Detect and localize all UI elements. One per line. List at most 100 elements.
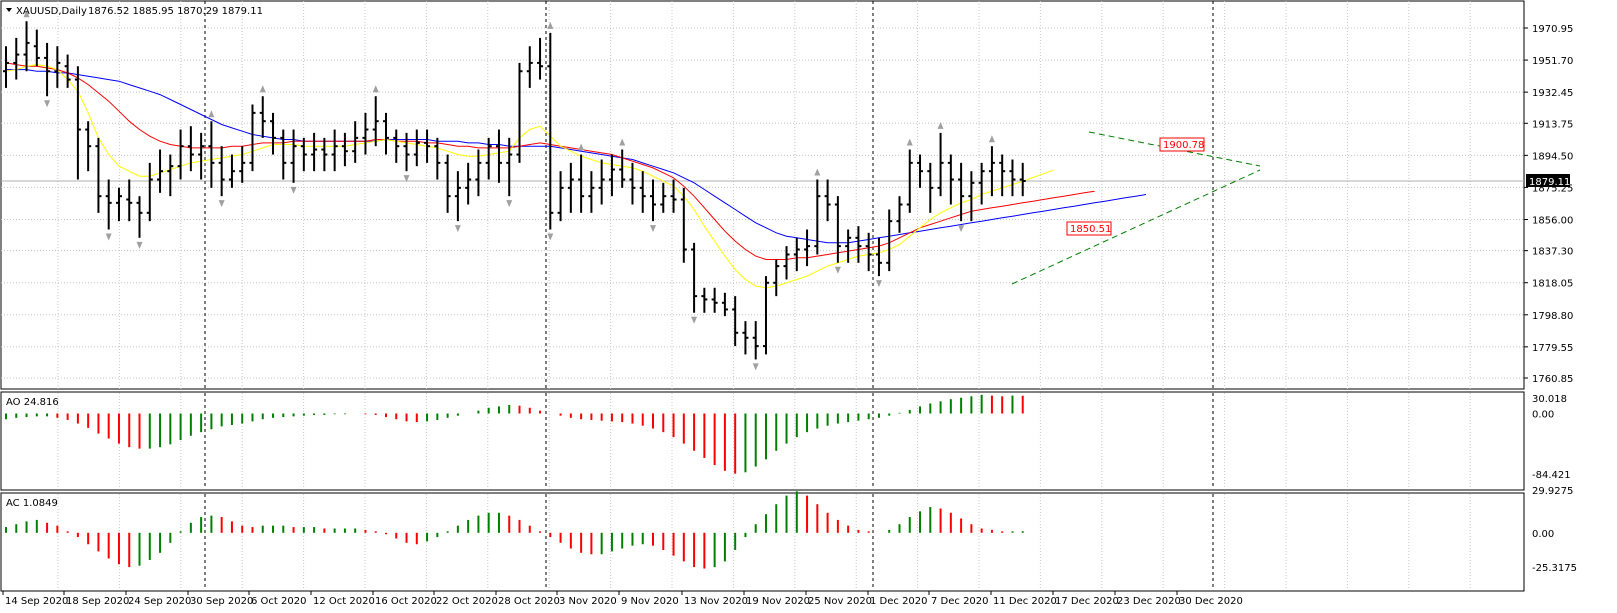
price-tick-label: 1856.00 (1532, 215, 1573, 226)
price-bar (886, 209, 893, 272)
price-bar (629, 162, 636, 205)
price-bar (311, 132, 318, 172)
grid (1, 1, 1524, 590)
price-bar (270, 112, 277, 155)
price-bar (896, 196, 903, 233)
price-bar (290, 129, 297, 183)
fractal-down-icon (958, 225, 965, 233)
price-bar (814, 179, 821, 255)
price-bar (424, 129, 431, 163)
price-bar (968, 171, 975, 222)
ac-title: AC 1.0849 (6, 498, 58, 509)
date-tick-label: 14 Sep 2020 (5, 596, 68, 607)
fractal-down-icon (290, 186, 297, 194)
price-bar (762, 276, 769, 355)
fractal-up-icon (372, 85, 379, 93)
fractal-down-icon (454, 225, 461, 233)
fractal-up-icon (578, 143, 585, 151)
fractal-down-icon (752, 363, 759, 371)
price-bar (352, 121, 359, 163)
date-tick-label: 17 Dec 2020 (1055, 596, 1119, 607)
fractal-down-icon (547, 233, 554, 241)
date-tick-label: 23 Dec 2020 (1117, 596, 1181, 607)
price-bar (875, 237, 882, 277)
price-bar (495, 129, 502, 183)
price-bar (793, 237, 800, 272)
price-bar (680, 187, 687, 263)
price-bar (958, 162, 965, 222)
price-tick-label: 1951.70 (1532, 56, 1573, 67)
price-bar (1019, 162, 1026, 197)
price-bar (454, 171, 461, 222)
price-bar (331, 129, 338, 172)
price-bar (937, 132, 944, 197)
price-bar (115, 187, 122, 222)
fractal-down-icon (136, 241, 143, 249)
price-bar (382, 112, 389, 155)
fractal-down-icon (691, 316, 698, 324)
price-bar (167, 154, 174, 197)
date-tick-label: 1 Dec 2020 (870, 596, 928, 607)
fractal-up-icon (988, 135, 995, 143)
fractal-down-icon (506, 200, 513, 208)
price-bar (567, 162, 574, 213)
price-bar (547, 32, 554, 230)
price-bar (701, 287, 708, 313)
date-tick-label: 18 Sep 2020 (66, 596, 129, 607)
ao-panel (0, 391, 1525, 491)
ao-tick-label: -84.421 (1532, 470, 1571, 481)
date-tick-label: 9 Nov 2020 (621, 596, 679, 607)
price-bar (403, 132, 410, 172)
price-bar (721, 292, 728, 317)
price-bar (978, 162, 985, 205)
trendlines (1011, 131, 1261, 285)
price-bar (660, 182, 667, 213)
price-bar (598, 159, 605, 205)
fractal-down-icon (105, 233, 112, 241)
fractal-up-icon (259, 85, 266, 93)
price-bars (3, 21, 1026, 360)
price-bar (732, 296, 739, 347)
price-tick-label: 1818.05 (1532, 279, 1573, 290)
tag-low: 1850.51 (1066, 221, 1112, 236)
price-bar (639, 171, 646, 213)
price-bar (927, 162, 934, 213)
price-bar (341, 132, 348, 167)
fractal-up-icon (23, 10, 30, 18)
price-bar (804, 229, 811, 267)
price-tick-label: 1970.95 (1532, 24, 1573, 35)
price-bar (105, 179, 112, 230)
price-bar (157, 149, 164, 193)
price-bar (146, 162, 153, 222)
date-tick-label: 11 Dec 2020 (993, 596, 1057, 607)
price-bar (947, 154, 954, 205)
price-tick-label: 1837.30 (1532, 247, 1573, 258)
fractal-down-icon (403, 175, 410, 183)
price-bar (752, 321, 759, 360)
price-bar (85, 121, 92, 172)
price-bar (126, 179, 133, 222)
price-tick-label: 1913.75 (1532, 119, 1573, 130)
price-bar (280, 129, 287, 180)
price-bar (300, 137, 307, 172)
price-bar (33, 29, 40, 67)
price-bar (1009, 159, 1016, 197)
fractal-up-icon (814, 168, 821, 176)
price-bar (259, 96, 266, 138)
price-bar (44, 42, 51, 97)
price-tick-label: 1798.80 (1532, 311, 1573, 322)
price-tick-label: 1894.50 (1532, 151, 1573, 162)
date-tick-label: 3 Nov 2020 (559, 596, 617, 607)
ao-title: AO 24.816 (6, 397, 59, 408)
date-tick-label: 30 Sep 2020 (190, 596, 253, 607)
main-title: XAUUSD,Daily (16, 6, 87, 17)
ma-slow-line (6, 69, 1147, 244)
price-bar (526, 46, 533, 88)
dropdown-triangle-icon[interactable] (6, 8, 12, 12)
price-bar (845, 229, 852, 263)
last-price-badge: 1879.11 (1526, 173, 1570, 188)
price-bar (988, 146, 995, 197)
price-tick-label: 1875.25 (1532, 183, 1573, 194)
fractal-up-icon (208, 110, 215, 118)
